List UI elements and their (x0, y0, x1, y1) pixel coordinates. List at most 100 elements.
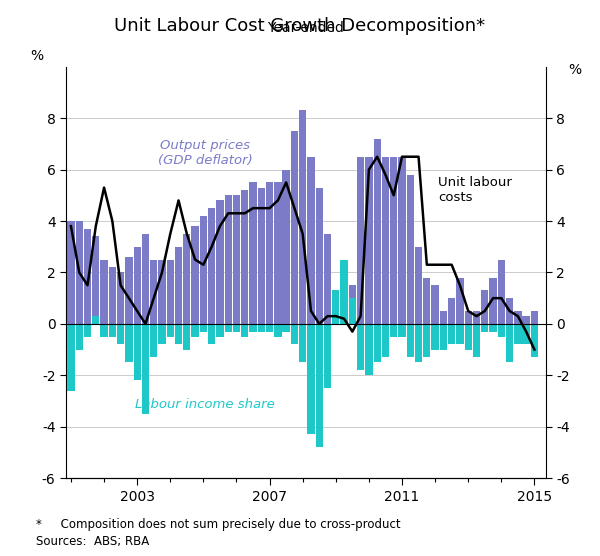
Bar (464, 311, 472, 324)
Bar (382, 157, 389, 324)
Bar (374, 138, 381, 324)
Bar (183, 324, 190, 350)
Bar (76, 324, 83, 350)
Bar (158, 260, 166, 324)
Bar (100, 260, 108, 324)
Y-axis label: %: % (568, 63, 581, 77)
Bar (349, 298, 356, 324)
Bar (167, 324, 174, 337)
Bar (224, 324, 232, 331)
Bar (464, 324, 472, 350)
Bar (274, 182, 281, 324)
Bar (76, 221, 83, 324)
Bar (448, 298, 455, 324)
Bar (473, 324, 480, 358)
Bar (382, 324, 389, 358)
Bar (191, 324, 199, 337)
Bar (423, 324, 430, 358)
Bar (125, 324, 133, 363)
Bar (497, 260, 505, 324)
Bar (224, 195, 232, 324)
Bar (365, 157, 373, 324)
Bar (332, 314, 340, 324)
Bar (506, 298, 513, 324)
Bar (274, 324, 281, 337)
Bar (117, 272, 124, 324)
Y-axis label: %: % (31, 48, 44, 63)
Bar (415, 247, 422, 324)
Bar (216, 200, 224, 324)
Bar (109, 267, 116, 324)
Bar (134, 247, 141, 324)
Bar (332, 290, 340, 324)
Text: Sources:  ABS; RBA: Sources: ABS; RBA (36, 535, 149, 548)
Bar (175, 324, 182, 344)
Bar (407, 175, 414, 324)
Bar (340, 290, 348, 324)
Bar (316, 324, 323, 447)
Bar (523, 324, 530, 344)
Text: Unit labour
costs: Unit labour costs (438, 176, 512, 204)
Bar (349, 285, 356, 324)
Bar (490, 277, 497, 324)
Bar (456, 277, 464, 324)
Bar (84, 324, 91, 337)
Bar (531, 324, 538, 358)
Bar (481, 324, 488, 331)
Bar (390, 324, 397, 337)
Bar (92, 316, 100, 324)
Bar (250, 182, 257, 324)
Bar (200, 216, 207, 324)
Bar (150, 324, 157, 358)
Bar (84, 229, 91, 324)
Bar (167, 260, 174, 324)
Bar (490, 324, 497, 331)
Bar (340, 260, 348, 324)
Bar (67, 324, 74, 391)
Bar (257, 187, 265, 324)
Bar (324, 324, 331, 388)
Title: Year-ended: Year-ended (268, 21, 344, 35)
Bar (324, 234, 331, 324)
Bar (191, 226, 199, 324)
Bar (473, 311, 480, 324)
Bar (440, 311, 447, 324)
Bar (109, 324, 116, 337)
Bar (250, 324, 257, 331)
Bar (357, 324, 364, 370)
Bar (233, 195, 240, 324)
Bar (431, 285, 439, 324)
Bar (175, 247, 182, 324)
Bar (100, 324, 108, 337)
Bar (523, 316, 530, 324)
Bar (266, 182, 273, 324)
Bar (316, 187, 323, 324)
Bar (150, 260, 157, 324)
Text: Output prices
(GDP deflator): Output prices (GDP deflator) (158, 139, 253, 167)
Bar (92, 236, 100, 324)
Bar (357, 157, 364, 324)
Text: *     Composition does not sum precisely due to cross-product: * Composition does not sum precisely due… (36, 518, 401, 531)
Bar (142, 234, 149, 324)
Bar (158, 324, 166, 344)
Bar (117, 324, 124, 344)
Bar (307, 157, 314, 324)
Bar (291, 131, 298, 324)
Bar (398, 324, 406, 337)
Bar (291, 324, 298, 344)
Bar (216, 324, 224, 337)
Bar (440, 324, 447, 350)
Bar (257, 324, 265, 331)
Bar (299, 324, 307, 363)
Bar (67, 221, 74, 324)
Bar (514, 311, 521, 324)
Bar (208, 208, 215, 324)
Bar (283, 324, 290, 331)
Text: Labour income share: Labour income share (136, 398, 275, 410)
Bar (531, 311, 538, 324)
Bar (514, 324, 521, 344)
Bar (431, 324, 439, 350)
Bar (398, 157, 406, 324)
Bar (481, 290, 488, 324)
Bar (200, 324, 207, 331)
